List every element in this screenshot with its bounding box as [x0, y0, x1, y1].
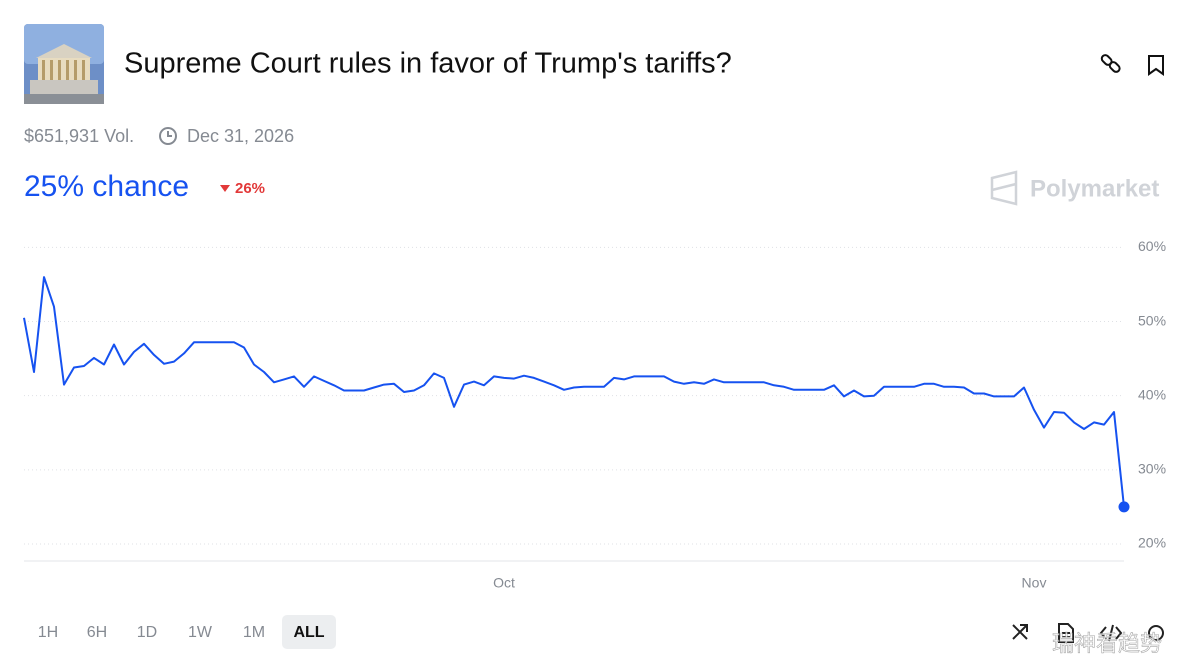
range-button[interactable]: 1D	[137, 624, 157, 641]
y-tick-label: 50%	[1138, 312, 1166, 328]
bookmark-icon[interactable]	[1148, 55, 1164, 76]
brand-logo	[990, 170, 1018, 206]
thumbnail	[24, 24, 104, 104]
end-point	[1118, 501, 1130, 513]
clock-icon	[159, 127, 177, 145]
chart: 20% 30% 40% 50% 60% Oct Nov	[23, 238, 1166, 591]
market-title: Supreme Court rules in favor of Trump's …	[124, 48, 732, 80]
settings-icon[interactable]	[1148, 625, 1164, 641]
range-button-bg	[282, 615, 336, 649]
chance: 25% chance	[24, 170, 189, 203]
range-button[interactable]: 6H	[87, 624, 107, 641]
down-arrow	[220, 185, 230, 192]
embed-icon[interactable]	[1099, 624, 1123, 642]
range-button[interactable]: 1H	[38, 624, 58, 641]
volume: $651,931 Vol.	[24, 126, 134, 146]
watermark: 瑞神看趋势	[1052, 631, 1162, 656]
x-tick-label: Oct	[493, 575, 515, 591]
change: 26%	[235, 180, 265, 197]
x-tick-label: Nov	[1022, 575, 1047, 591]
y-tick-label: 20%	[1138, 535, 1166, 551]
end-date: Dec 31, 2026	[187, 126, 294, 146]
y-tick-label: 30%	[1138, 461, 1166, 477]
range-button[interactable]: ALL	[293, 624, 324, 641]
shuffle-icon[interactable]	[1012, 624, 1028, 640]
link-icon[interactable]	[1100, 54, 1121, 74]
y-tick-label: 60%	[1138, 238, 1166, 254]
toolbar-icons	[1012, 623, 1164, 643]
range-button[interactable]: 1W	[188, 624, 213, 641]
doc-icon[interactable]	[1058, 623, 1074, 643]
y-tick-label: 40%	[1138, 386, 1166, 402]
brand: Polymarket	[1030, 175, 1159, 202]
range-controls: 1H 6H 1D 1W 1M ALL	[38, 615, 336, 649]
range-button[interactable]: 1M	[243, 624, 265, 641]
price-line	[23, 276, 1125, 508]
